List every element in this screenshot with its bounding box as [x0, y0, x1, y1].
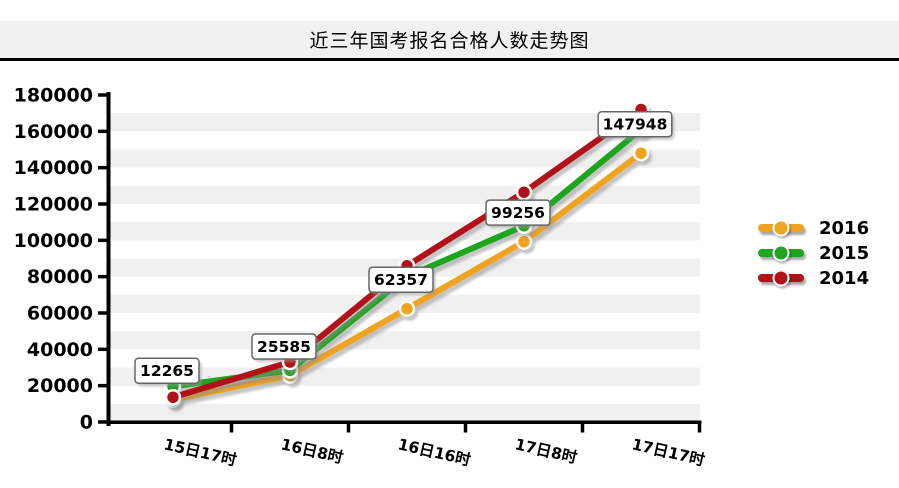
- y-tick-label: 80000: [27, 266, 93, 288]
- series-2014: [164, 101, 652, 410]
- chart-legend: 2016 2015 2014: [758, 217, 870, 289]
- data-label-value: 147948: [603, 116, 668, 134]
- y-tick: [98, 93, 107, 97]
- legend-item-2015: 2015: [758, 242, 870, 264]
- y-tick: [98, 238, 107, 243]
- y-tick: [98, 383, 107, 388]
- data-point-2016-2: [398, 300, 416, 317]
- data-point-2016-4: [632, 144, 650, 162]
- legend-item-2016: 2016: [758, 217, 870, 239]
- data-label-value: 62357: [374, 271, 428, 289]
- title-divider: [0, 58, 899, 61]
- x-tick: [463, 423, 468, 433]
- grid-band: [110, 113, 700, 132]
- y-tick-label: 160000: [14, 121, 93, 143]
- data-label-callout: 25585: [251, 333, 319, 363]
- y-tick-label: 40000: [27, 339, 93, 361]
- data-label-box: [368, 266, 434, 293]
- y-tick-label: 180000: [14, 85, 93, 107]
- data-label-value: 12265: [140, 362, 194, 380]
- x-tick: [697, 423, 702, 433]
- y-tick-label: 100000: [14, 230, 93, 252]
- x-tick-label: 17日8时: [513, 435, 579, 467]
- x-tick-label: 15日17时: [162, 435, 239, 469]
- grid-band: [110, 331, 700, 350]
- y-tick-label: 140000: [14, 157, 93, 179]
- svg-text:16日16时: 16日16时: [396, 435, 473, 469]
- y-tick: [98, 420, 107, 424]
- grid-band: [110, 185, 700, 204]
- y-tick-label: 60000: [27, 303, 93, 325]
- y-tick: [98, 311, 107, 315]
- grid-band: [110, 149, 700, 168]
- x-tick-label: 16日8时: [279, 435, 345, 467]
- svg-text:17日17时: 17日17时: [630, 435, 707, 469]
- y-tick: [98, 165, 107, 170]
- data-label-box: [251, 333, 317, 360]
- x-tick: [346, 423, 351, 433]
- legend-marker-2014-icon: [758, 269, 804, 287]
- legend-dot-2014-icon: [772, 269, 790, 287]
- data-label-callout: 99256: [485, 199, 553, 229]
- legend-label-2014: 2014: [819, 267, 870, 289]
- legend-dot-2016-icon: [772, 219, 790, 237]
- legend-marker-2015-icon: [758, 244, 804, 262]
- chart-title-bar: 近三年国考报名合格人数走势图: [0, 21, 899, 58]
- y-tick-label: 0: [80, 412, 93, 434]
- x-tick: [229, 423, 234, 433]
- data-label-box: [134, 357, 200, 384]
- y-axis: [106, 92, 111, 426]
- data-label-box: [597, 110, 673, 138]
- data-point-2014-0: [164, 389, 182, 406]
- data-label-value: 25585: [257, 338, 311, 356]
- x-tick-label: 17日17时: [630, 435, 707, 469]
- y-tick: [98, 129, 107, 134]
- legend-marker-2016-icon: [758, 219, 804, 237]
- x-tick: [580, 423, 585, 433]
- grid-band: [110, 403, 700, 422]
- grid-band: [110, 222, 700, 241]
- legend-item-2014: 2014: [758, 267, 870, 289]
- svg-text:17日8时: 17日8时: [513, 435, 579, 467]
- svg-text:16日8时: 16日8时: [279, 435, 345, 467]
- y-tick: [98, 347, 107, 352]
- data-label-value: 99256: [491, 204, 545, 222]
- data-label-box: [485, 199, 551, 226]
- x-tick-label: 16日16时: [396, 435, 473, 469]
- chart-title: 近三年国考报名合格人数走势图: [309, 31, 590, 52]
- x-axis: [106, 420, 702, 424]
- legend-label-2015: 2015: [819, 242, 870, 264]
- y-tick-label: 20000: [27, 375, 93, 397]
- data-label-callout: 12265: [134, 357, 202, 387]
- legend-dot-2015-icon: [772, 244, 790, 262]
- y-tick: [98, 274, 107, 279]
- data-label-callout: 62357: [368, 266, 436, 296]
- data-label-callout: 147948: [597, 110, 675, 140]
- svg-text:15日17时: 15日17时: [162, 435, 239, 469]
- legend-label-2016: 2016: [819, 217, 870, 239]
- data-point-2014-3: [515, 183, 533, 201]
- y-tick-label: 120000: [14, 194, 93, 216]
- y-tick: [98, 202, 107, 206]
